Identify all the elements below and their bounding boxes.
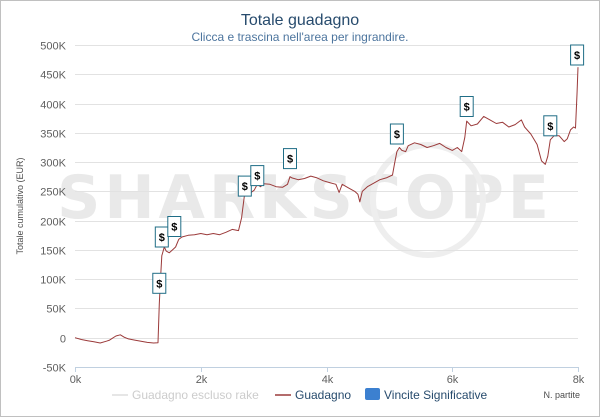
chart-title: Totale guadagno [241, 12, 359, 29]
series-line-profit[interactable] [74, 67, 579, 344]
significant-win-flag[interactable]: $ [250, 165, 265, 187]
legend-item-rake-excluded[interactable]: Guadagno escluso rake [112, 388, 259, 402]
legend-label-significant-wins: Vincite Significative [384, 388, 487, 402]
significant-win-flag[interactable]: $ [154, 226, 169, 248]
x-axis-title: N. partite [543, 390, 580, 400]
flag-label: $ [394, 129, 400, 141]
y-tick-label: 200K [40, 217, 66, 229]
y-tick-label: 250K [40, 187, 66, 199]
x-tick-label: 2k [196, 374, 208, 386]
y-axis-ticks: -50K 0 50K 100K 150K 200K 250K 300K 350K 400K 450K… [40, 41, 66, 375]
x-axis-ticks: 0k 2k 4k 6k 8k [70, 367, 585, 386]
significant-wins-flags: $ $ $ $ $ $ $ $ $ $ [152, 44, 585, 294]
significant-win-flag[interactable]: $ [237, 175, 252, 197]
y-tick-label: 300K [40, 158, 66, 170]
y-tick-label: 500K [40, 41, 66, 53]
flag-box [283, 148, 297, 170]
y-tick-label: 0 [60, 334, 66, 346]
x-tick-label: 4k [322, 374, 334, 386]
legend-label-profit: Guadagno [295, 388, 351, 402]
flag-label: $ [287, 154, 293, 166]
legend-item-significant-wins[interactable]: Vincite Significative [365, 388, 487, 402]
chart-subtitle: Clicca e trascina nell'area per ingrandi… [191, 30, 408, 44]
significant-win-flag[interactable]: $ [283, 148, 297, 170]
significant-win-flag[interactable]: $ [570, 44, 585, 66]
legend: Guadagno escluso rake Guadagno Vincite S… [112, 388, 487, 402]
y-tick-label: 100K [40, 275, 66, 287]
x-tick-label: 0k [70, 374, 82, 386]
flag-label: $ [464, 102, 470, 114]
significant-win-flag[interactable]: $ [543, 115, 558, 137]
x-tick-label: 6k [447, 374, 459, 386]
y-tick-label: 350K [40, 129, 66, 141]
flag-box [389, 123, 404, 145]
y-axis-title: Totale cumulativo (EUR) [15, 157, 25, 254]
flag-box [543, 115, 558, 137]
legend-flag-icon [365, 388, 380, 400]
legend-item-profit[interactable]: Guadagno [275, 388, 351, 402]
legend-label-rake-excluded: Guadagno escluso rake [132, 388, 259, 402]
y-tick-label: 50K [46, 304, 66, 316]
y-tick-label: -50K [43, 363, 67, 375]
y-tick-label: 150K [40, 246, 66, 258]
flag-box [459, 96, 474, 117]
flag-label: $ [159, 232, 165, 244]
y-tick-label: 400K [40, 100, 66, 112]
significant-win-flag[interactable]: $ [167, 216, 182, 237]
grid-lines [75, 45, 578, 368]
flag-label: $ [574, 50, 580, 62]
flag-label: $ [254, 171, 260, 183]
significant-win-flag[interactable]: $ [459, 96, 474, 117]
significant-win-flag[interactable]: $ [152, 272, 167, 294]
significant-win-flag[interactable]: $ [389, 123, 404, 145]
x-tick-label: 8k [573, 374, 585, 386]
flag-label: $ [242, 181, 248, 193]
flag-label: $ [547, 121, 553, 133]
y-tick-label: 450K [40, 70, 66, 82]
watermark-crosshair-icon [370, 142, 486, 258]
series-layer [74, 67, 579, 344]
flag-box [570, 44, 585, 66]
flag-label: $ [156, 278, 162, 290]
flag-box [167, 216, 182, 237]
flag-label: $ [171, 222, 177, 234]
flag-box [152, 272, 167, 294]
flag-box [250, 165, 265, 187]
